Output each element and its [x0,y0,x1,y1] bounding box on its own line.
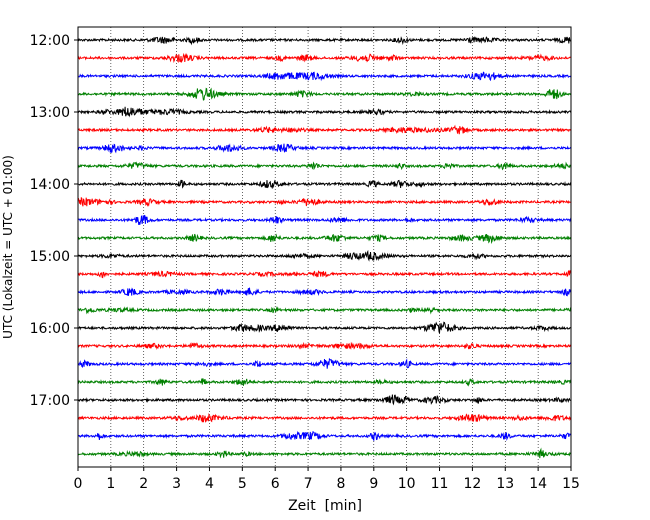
x-tick-label-14: 14 [529,476,547,492]
trace-1600 [77,321,572,334]
trace-1615 [77,341,572,350]
x-tick-label-10: 10 [398,476,416,492]
x-tick-label-7: 7 [304,476,313,492]
trace-1200 [78,36,572,46]
trace-1415 [77,196,572,207]
x-tick-label-15: 15 [562,476,580,492]
y-tick-label-0: 12:00 [30,33,70,49]
y-tick-label-3: 15:00 [30,249,70,265]
trace-1400 [77,179,572,189]
trace-1730 [78,430,572,442]
trace-1500 [77,249,572,262]
plot-background [78,27,571,467]
trace-1215 [77,52,572,64]
trace-1315 [77,124,572,135]
x-tick-label-12: 12 [463,476,481,492]
x-tick-label-9: 9 [369,476,378,492]
trace-1530 [77,287,572,297]
y-axis-label: UTC (Lokalzeit = UTC + 01:00) [1,155,15,339]
x-axis-ticks: 0 1 2 3 4 5 6 7 8 9 10 11 12 13 14 15 [74,467,580,492]
trace-1330 [77,143,572,154]
trace-1715 [77,412,572,423]
trace-1245 [77,87,572,101]
trace-1545 [77,305,572,315]
x-tick-label-13: 13 [496,476,514,492]
trace-1445 [77,233,571,245]
trace-1515 [77,269,572,279]
x-tick-label-8: 8 [336,476,345,492]
y-tick-label-1: 13:00 [30,105,70,121]
traces [77,36,572,459]
x-tick-label-6: 6 [271,476,280,492]
x-tick-label-0: 0 [74,476,83,492]
trace-1630 [77,357,572,369]
x-tick-label-2: 2 [139,476,148,492]
y-tick-label-5: 17:00 [30,393,70,409]
plot-frame [77,26,572,468]
x-tick-label-11: 11 [431,476,449,492]
trace-1345 [77,161,572,171]
x-axis-label: Zeit [min] [288,498,362,514]
x-tick-label-5: 5 [238,476,247,492]
x-tick-label-4: 4 [205,476,214,492]
x-tick-label-3: 3 [172,476,181,492]
grid-lines [110,27,539,467]
y-tick-label-4: 16:00 [30,321,70,337]
y-axis-ticks: 12:00 13:00 14:00 15:00 16:00 17:00 [30,33,78,409]
trace-1745 [77,447,572,459]
trace-1430 [77,214,572,226]
trace-1700 [77,394,572,406]
trace-1645 [77,378,572,387]
y-tick-label-2: 14:00 [30,177,70,193]
x-tick-label-1: 1 [106,476,115,492]
trace-1300 [77,106,572,118]
trace-1230 [77,71,572,82]
